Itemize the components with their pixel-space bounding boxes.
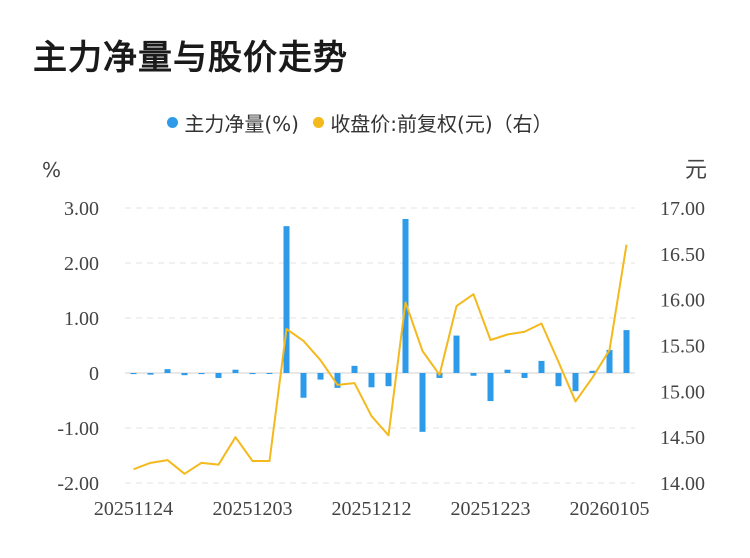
net-volume-bar <box>317 373 324 380</box>
left-tick-label: -2.00 <box>57 473 99 495</box>
net-volume-bar <box>470 373 477 376</box>
net-volume-bar <box>147 373 154 375</box>
net-volume-bar <box>368 373 375 388</box>
right-tick-label: 15.00 <box>660 381 705 403</box>
legend-label-close-price: 收盘价:前复权(元)（右） <box>330 112 553 136</box>
net-volume-bar <box>300 373 307 398</box>
x-tick-label: 20251212 <box>332 498 412 520</box>
left-tick-label: 0 <box>89 363 99 385</box>
net-volume-bar <box>232 369 239 373</box>
right-tick-label: 16.00 <box>660 290 705 312</box>
net-volume-bar <box>215 373 222 378</box>
x-tick-label: 20251223 <box>451 498 531 520</box>
net-volume-bar <box>419 373 426 432</box>
net-volume-bar <box>572 373 579 392</box>
right-tick-label: 14.00 <box>660 473 705 495</box>
net-volume-bar <box>351 365 358 373</box>
net-volume-bar <box>504 369 511 373</box>
net-volume-bar <box>555 373 562 387</box>
net-volume-bar <box>334 373 341 388</box>
legend-item-net-volume[interactable]: 主力净量(%) <box>167 108 299 137</box>
net-volume-bar <box>487 373 494 402</box>
net-volume-bar <box>283 226 290 373</box>
net-volume-bar <box>606 349 613 373</box>
right-tick-label: 16.50 <box>660 244 705 266</box>
left-tick-label: -1.00 <box>57 418 99 440</box>
x-axis-ticks: 20251124 20251203 20251212 20251223 20260105 <box>94 498 650 520</box>
net-volume-bar <box>453 335 460 373</box>
legend-item-close-price[interactable]: 收盘价:前复权(元)（右） <box>313 108 553 137</box>
net-volume-bar <box>402 219 409 373</box>
net-volume-bar <box>249 373 256 375</box>
gridlines <box>125 207 635 484</box>
x-tick-label: 20251203 <box>213 498 293 520</box>
net-volume-bar <box>181 373 188 376</box>
net-volume-bar <box>589 370 596 373</box>
legend-label-net-volume: 主力净量(%) <box>184 112 299 136</box>
left-axis-ticks: 3.00 2.00 1.00 0 -1.00 -2.00 <box>57 198 99 495</box>
right-axis-unit: 元 <box>685 158 707 183</box>
right-tick-label: 15.50 <box>660 336 705 358</box>
net-volume-bars <box>130 219 630 432</box>
close-price-line <box>133 244 628 475</box>
x-tick-label: 20260105 <box>570 498 650 520</box>
net-volume-bar <box>385 373 392 387</box>
net-volume-bar <box>538 360 545 373</box>
right-tick-label: 17.00 <box>660 198 705 220</box>
right-axis-ticks: 17.00 16.50 16.00 15.50 15.00 14.50 14.00 <box>660 198 705 495</box>
left-tick-label: 2.00 <box>64 253 99 275</box>
legend-dot-net-volume <box>167 117 179 128</box>
net-volume-bar <box>198 373 205 375</box>
right-tick-label: 14.50 <box>660 427 705 449</box>
page-title: 主力净量与股价走势 <box>33 38 348 78</box>
net-volume-bar <box>623 330 630 373</box>
net-volume-bar <box>521 373 528 378</box>
left-axis-unit: % <box>42 158 61 182</box>
close-price-line-group <box>133 244 628 475</box>
net-volume-bar <box>266 373 273 374</box>
legend-dot-close-price <box>313 117 325 128</box>
net-volume-bar <box>130 373 137 375</box>
chart-legend: 主力净量(%) 收盘价:前复权(元)（右） <box>0 108 720 137</box>
left-tick-label: 3.00 <box>64 198 99 220</box>
net-volume-bar <box>164 369 171 373</box>
left-tick-label: 1.00 <box>64 308 99 330</box>
x-tick-label: 20251124 <box>94 498 173 520</box>
